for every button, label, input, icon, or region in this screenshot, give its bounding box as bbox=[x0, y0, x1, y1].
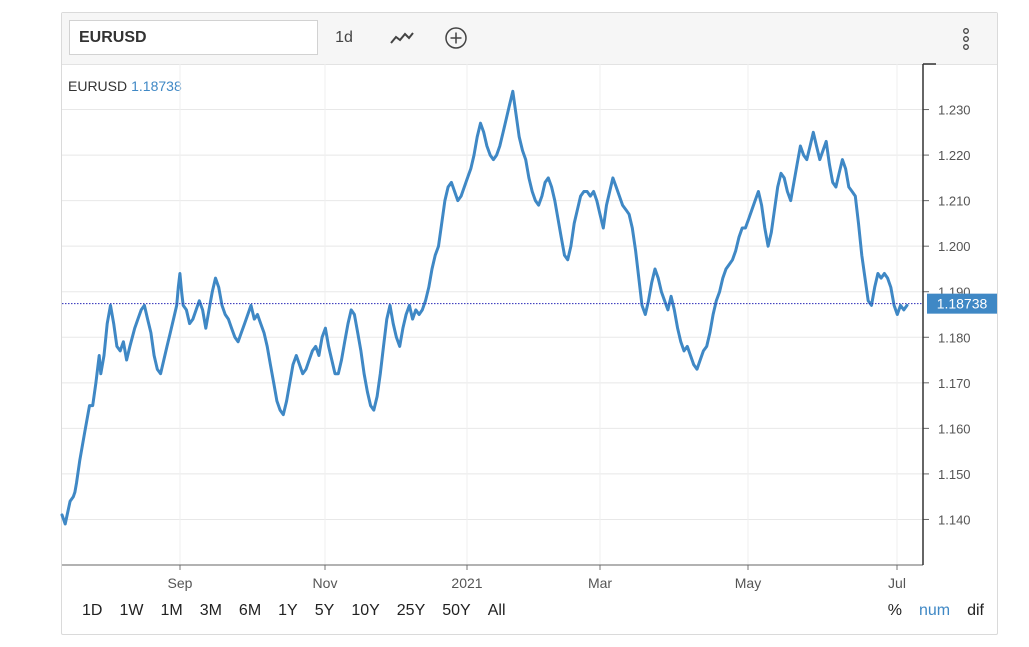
y-tick-label: 1.170 bbox=[938, 376, 971, 391]
x-tick-label: May bbox=[735, 575, 761, 591]
y-tick-label: 1.150 bbox=[938, 467, 971, 482]
y-tick-label: 1.160 bbox=[938, 421, 971, 436]
more-vertical-icon bbox=[963, 28, 969, 50]
y-tick-label: 1.210 bbox=[938, 194, 971, 209]
mode-selector: % num dif bbox=[871, 602, 984, 620]
interval-button[interactable]: 1d bbox=[335, 29, 353, 46]
mode-percent-button[interactable]: % bbox=[887, 602, 902, 619]
range-50y-button[interactable]: 50Y bbox=[442, 602, 471, 619]
y-tick-label: 1.200 bbox=[938, 239, 971, 254]
x-tick-label: Sep bbox=[168, 575, 193, 591]
symbol-input[interactable] bbox=[69, 20, 318, 55]
add-circle-icon bbox=[445, 27, 467, 49]
last-price-label: 1.18738 bbox=[937, 296, 988, 312]
range-selector: 1D 1W 1M 3M 6M 1Y 5Y 10Y 25Y 50Y All bbox=[82, 602, 523, 620]
eurusd-series-line bbox=[60, 89, 909, 526]
range-all-button[interactable]: All bbox=[487, 602, 506, 619]
range-1d-button[interactable]: 1D bbox=[82, 602, 103, 619]
mode-dif-button[interactable]: dif bbox=[967, 602, 984, 619]
last-price-label-box bbox=[927, 293, 997, 314]
range-5y-button[interactable]: 5Y bbox=[314, 602, 335, 619]
range-3m-button[interactable]: 3M bbox=[199, 602, 222, 619]
chart-legend: EURUSD 1.18738 bbox=[68, 78, 182, 94]
range-1y-button[interactable]: 1Y bbox=[278, 602, 298, 619]
compare-button[interactable] bbox=[441, 24, 471, 52]
mode-num-button[interactable]: num bbox=[918, 602, 951, 619]
y-tick-label: 1.180 bbox=[938, 330, 971, 345]
chart-toolbar: 1d bbox=[62, 13, 997, 65]
chart-type-button[interactable] bbox=[387, 24, 417, 52]
x-tick-label: Mar bbox=[588, 575, 612, 591]
x-tick-label: Nov bbox=[313, 575, 338, 591]
y-tick-label: 1.220 bbox=[938, 148, 971, 163]
legend-symbol: EURUSD bbox=[68, 78, 128, 94]
range-6m-button[interactable]: 6M bbox=[238, 602, 262, 619]
range-1m-button[interactable]: 1M bbox=[160, 602, 183, 619]
y-tick-label: 1.140 bbox=[938, 512, 971, 527]
line-chart-icon bbox=[390, 32, 414, 44]
range-10y-button[interactable]: 10Y bbox=[351, 602, 380, 619]
menu-button[interactable] bbox=[952, 24, 980, 54]
range-1w-button[interactable]: 1W bbox=[119, 602, 144, 619]
x-tick-label: 2021 bbox=[451, 575, 482, 591]
legend-value: 1.18738 bbox=[131, 78, 182, 94]
x-tick-label: Jul bbox=[888, 575, 906, 591]
y-tick-label: 1.230 bbox=[938, 103, 971, 118]
range-25y-button[interactable]: 25Y bbox=[396, 602, 426, 619]
